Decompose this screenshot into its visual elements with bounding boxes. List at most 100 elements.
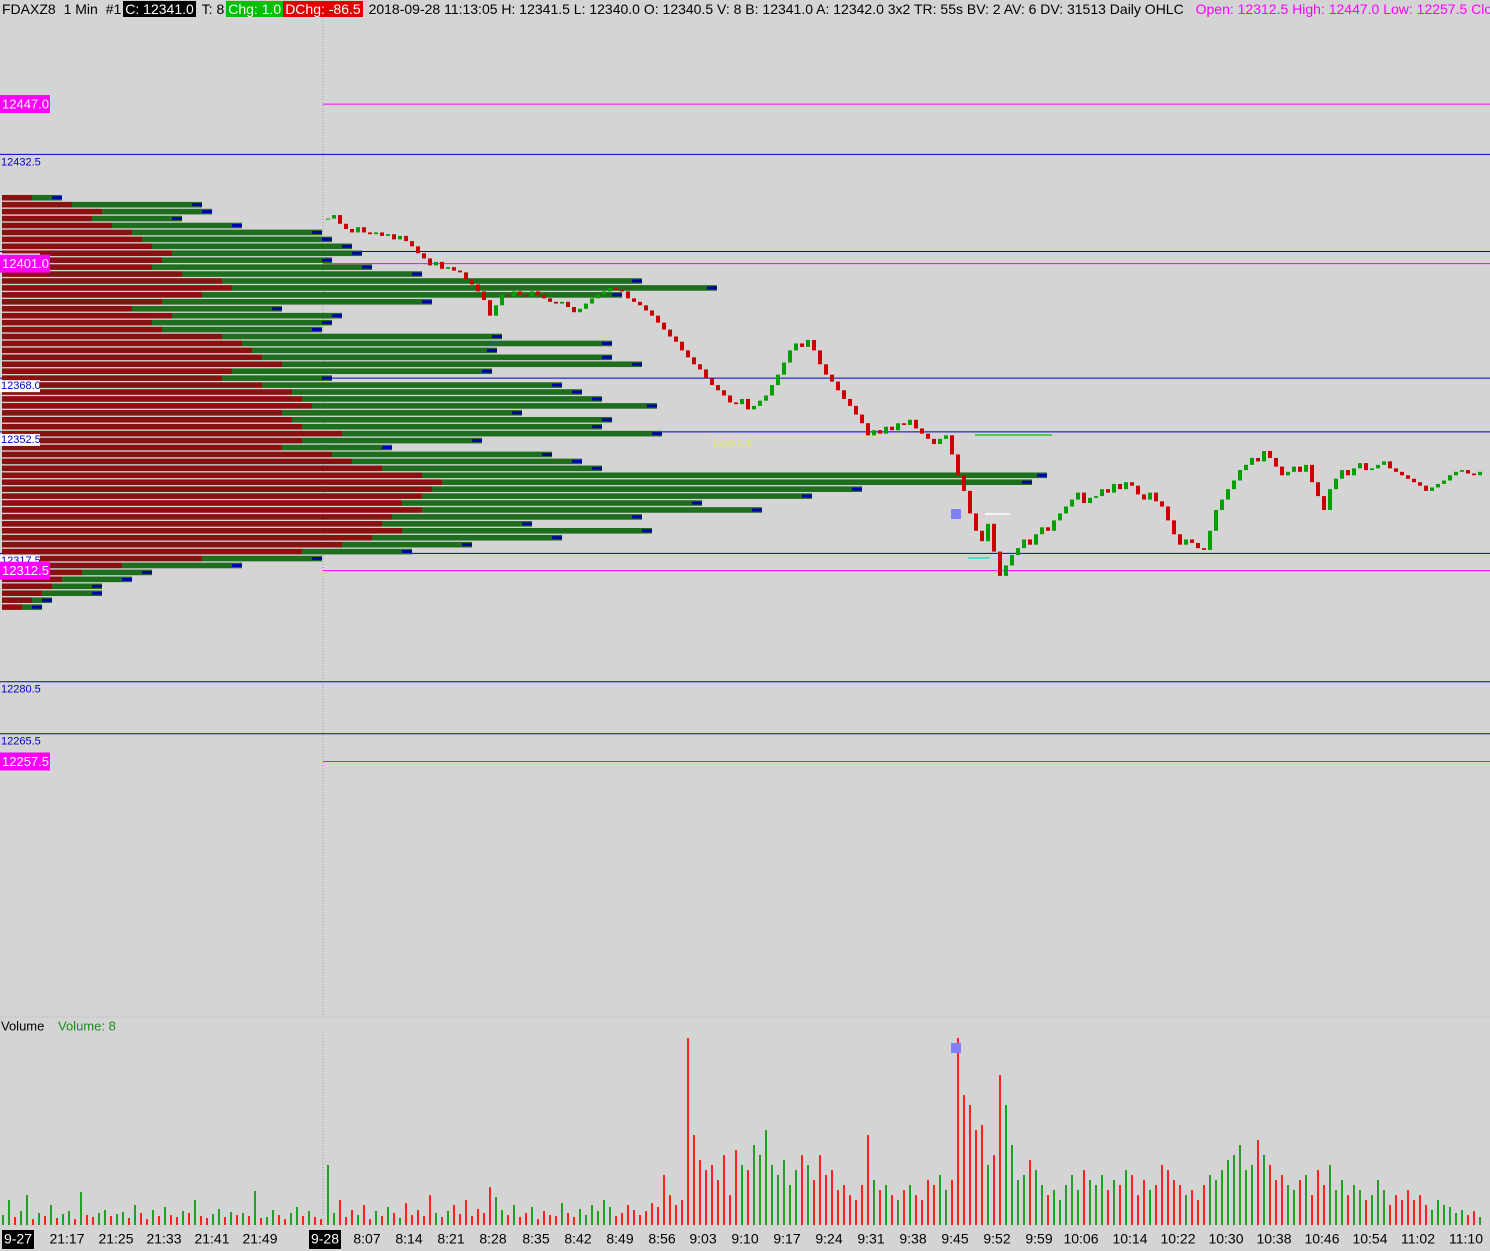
profile-sell xyxy=(2,312,172,319)
candle-body xyxy=(746,398,750,410)
candle-body xyxy=(1256,457,1260,462)
profile-buy xyxy=(302,548,412,555)
candle-body xyxy=(656,315,660,323)
profile-sell xyxy=(2,583,52,590)
candle-body xyxy=(362,227,366,233)
candle-body xyxy=(674,336,678,342)
volume-bar xyxy=(945,1190,947,1225)
night-volume-bar xyxy=(74,1219,76,1225)
candle-body xyxy=(452,267,456,271)
time-label: 11:02 xyxy=(1401,1231,1435,1247)
candle-body xyxy=(950,435,954,455)
time-label: 10:46 xyxy=(1304,1231,1339,1247)
profile-edge xyxy=(632,515,642,519)
profile-buy xyxy=(202,555,322,562)
night-volume-bar xyxy=(92,1217,94,1225)
volume-bar xyxy=(627,1205,629,1225)
symbol: FDAXZ8 xyxy=(2,1,56,17)
profile-sell xyxy=(2,354,262,361)
candle-body xyxy=(1106,489,1110,493)
time-label: 9:38 xyxy=(899,1231,926,1247)
profile-edge xyxy=(802,494,812,498)
volume-bar xyxy=(447,1211,449,1225)
profile-edge xyxy=(42,598,52,602)
night-volume-bar xyxy=(272,1210,274,1225)
volume-bar xyxy=(579,1209,581,1225)
profile-buy xyxy=(382,465,602,472)
candle-body xyxy=(1400,471,1404,476)
candle-body xyxy=(986,523,990,542)
volume-bar xyxy=(1173,1180,1175,1225)
profile-buy xyxy=(232,285,717,291)
profile-buy xyxy=(352,458,582,465)
profile-edge xyxy=(592,466,602,470)
night-volume-bar xyxy=(56,1218,58,1225)
volume-bar xyxy=(645,1211,647,1225)
night-volume-bar xyxy=(152,1210,154,1225)
volume-bar xyxy=(1077,1190,1079,1225)
profile-sell xyxy=(2,285,232,291)
candle-body xyxy=(326,218,330,220)
profile-buy xyxy=(442,479,1032,486)
candle-body xyxy=(1142,494,1146,500)
volume-bar xyxy=(519,1217,521,1225)
volume-bar xyxy=(1167,1170,1169,1225)
time-label: 10:54 xyxy=(1352,1231,1387,1247)
night-volume-bar xyxy=(242,1213,244,1225)
volume-bar xyxy=(333,1213,335,1225)
night-volume-bar xyxy=(266,1217,268,1225)
profile-buy xyxy=(162,326,322,333)
profile-sell xyxy=(2,430,342,437)
candle-body xyxy=(1028,539,1032,545)
candle-body xyxy=(1346,470,1350,476)
volume-bar xyxy=(483,1213,485,1225)
candle-body xyxy=(1328,489,1332,510)
volume-bar xyxy=(723,1155,725,1225)
profile-edge xyxy=(472,439,482,443)
candle-body xyxy=(638,301,642,306)
candle-body xyxy=(428,258,432,266)
night-volume-bar xyxy=(14,1217,16,1225)
profile-sell xyxy=(2,229,132,236)
profile-buy xyxy=(292,416,612,423)
volume-bar xyxy=(387,1207,389,1225)
candle-body xyxy=(1268,450,1272,458)
candle-body xyxy=(800,343,804,347)
volume-bar xyxy=(681,1200,683,1225)
candle-body xyxy=(530,291,534,297)
profile-edge xyxy=(632,362,642,366)
candle-body xyxy=(668,329,672,337)
candle-body xyxy=(590,298,594,304)
volume-bar xyxy=(1059,1200,1061,1225)
volume-bar xyxy=(693,1135,695,1225)
candle-body xyxy=(998,551,1002,576)
candle-body xyxy=(1436,483,1440,488)
profile-buy xyxy=(302,423,602,430)
volume-bar xyxy=(1221,1170,1223,1225)
profile-edge xyxy=(552,536,562,540)
profile-buy xyxy=(132,305,282,312)
volume-bar xyxy=(1275,1180,1277,1225)
volume-bar xyxy=(1023,1175,1025,1225)
profile-buy xyxy=(42,590,102,597)
volume-bar xyxy=(429,1195,431,1225)
profile-edge xyxy=(322,376,332,380)
key-level-box xyxy=(0,254,50,273)
level-label: 12265.5 xyxy=(1,736,41,748)
profile-buy xyxy=(312,403,657,409)
volume-bar xyxy=(1155,1185,1157,1225)
volume-bar xyxy=(1131,1175,1133,1225)
candle-body xyxy=(344,223,348,229)
volume-bar xyxy=(1089,1180,1091,1225)
profile-edge xyxy=(707,286,717,290)
profile-buy xyxy=(372,534,562,541)
candle-body xyxy=(1010,555,1014,566)
time-label: 9:52 xyxy=(983,1231,1010,1247)
volume-bar xyxy=(825,1175,827,1225)
key-level-box xyxy=(0,752,50,771)
candle-body xyxy=(920,428,924,434)
bar-details: 2018-09-28 11:13:05 H: 12341.5 L: 12340.… xyxy=(368,1,1184,17)
night-volume-bar xyxy=(302,1216,304,1225)
volume-bar xyxy=(633,1210,635,1225)
volume-bar xyxy=(813,1180,815,1225)
